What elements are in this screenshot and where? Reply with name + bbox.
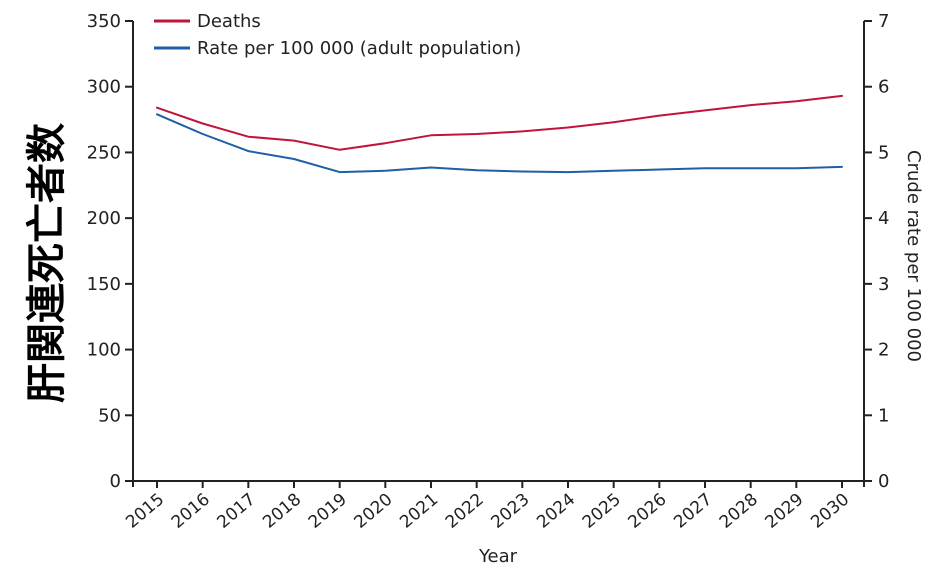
y-right-tick-label: 6 xyxy=(878,77,889,98)
y-left-tick-label: 50 xyxy=(98,405,121,426)
x-tick-label: 2019 xyxy=(305,490,351,533)
legend: Deaths Rate per 100 000 (adult population… xyxy=(154,11,521,59)
x-tick-label: 2029 xyxy=(762,490,808,533)
x-tick-label: 2026 xyxy=(625,490,671,533)
x-tick-label: 2023 xyxy=(488,490,534,533)
y-right-tick-label: 4 xyxy=(878,208,889,229)
y-axis-left-title: 肝関連死亡者数 xyxy=(24,123,70,403)
series-lines xyxy=(156,94,843,174)
legend-label: Deaths xyxy=(197,11,261,32)
y-axis-right-title: Crude rate per 100 000 xyxy=(903,150,924,362)
x-tick-label: 2027 xyxy=(670,490,716,533)
y-left-tick-label: 100 xyxy=(87,340,121,361)
x-tick-label: 2022 xyxy=(442,490,488,533)
y-left-tick-label: 350 xyxy=(87,11,121,32)
y-right-tick-label: 7 xyxy=(878,11,889,32)
series-line-deaths xyxy=(156,94,843,151)
x-tick-label: 2017 xyxy=(214,490,260,533)
x-tick-label: 2028 xyxy=(716,490,762,533)
y-right-tick-label: 2 xyxy=(878,340,889,361)
x-tick-label: 2016 xyxy=(168,490,214,533)
y-left-tick-label: 200 xyxy=(87,208,121,229)
x-tick-label: 2020 xyxy=(351,490,397,533)
x-tick-label: 2025 xyxy=(579,490,625,533)
x-tick-label: 2024 xyxy=(533,490,579,533)
x-tick-label: 2030 xyxy=(807,490,853,533)
y-left-tick-label: 150 xyxy=(87,274,121,295)
x-tick-label: 2021 xyxy=(396,490,442,533)
x-axis-title: Year xyxy=(478,546,518,567)
y-right-tick-label: 0 xyxy=(878,471,889,492)
y-left-tick-label: 250 xyxy=(87,142,121,163)
y-right-tick-label: 1 xyxy=(878,405,889,426)
series-line-rate xyxy=(156,113,843,174)
legend-label: Rate per 100 000 (adult population) xyxy=(197,38,521,59)
x-tick-label: 2015 xyxy=(122,490,168,533)
y-right-tick-label: 3 xyxy=(878,274,889,295)
y-left-tick-label: 300 xyxy=(87,77,121,98)
y-left-tick-label: 0 xyxy=(110,471,121,492)
x-tick-label: 2018 xyxy=(259,490,305,533)
y-right-tick-label: 5 xyxy=(878,142,889,163)
